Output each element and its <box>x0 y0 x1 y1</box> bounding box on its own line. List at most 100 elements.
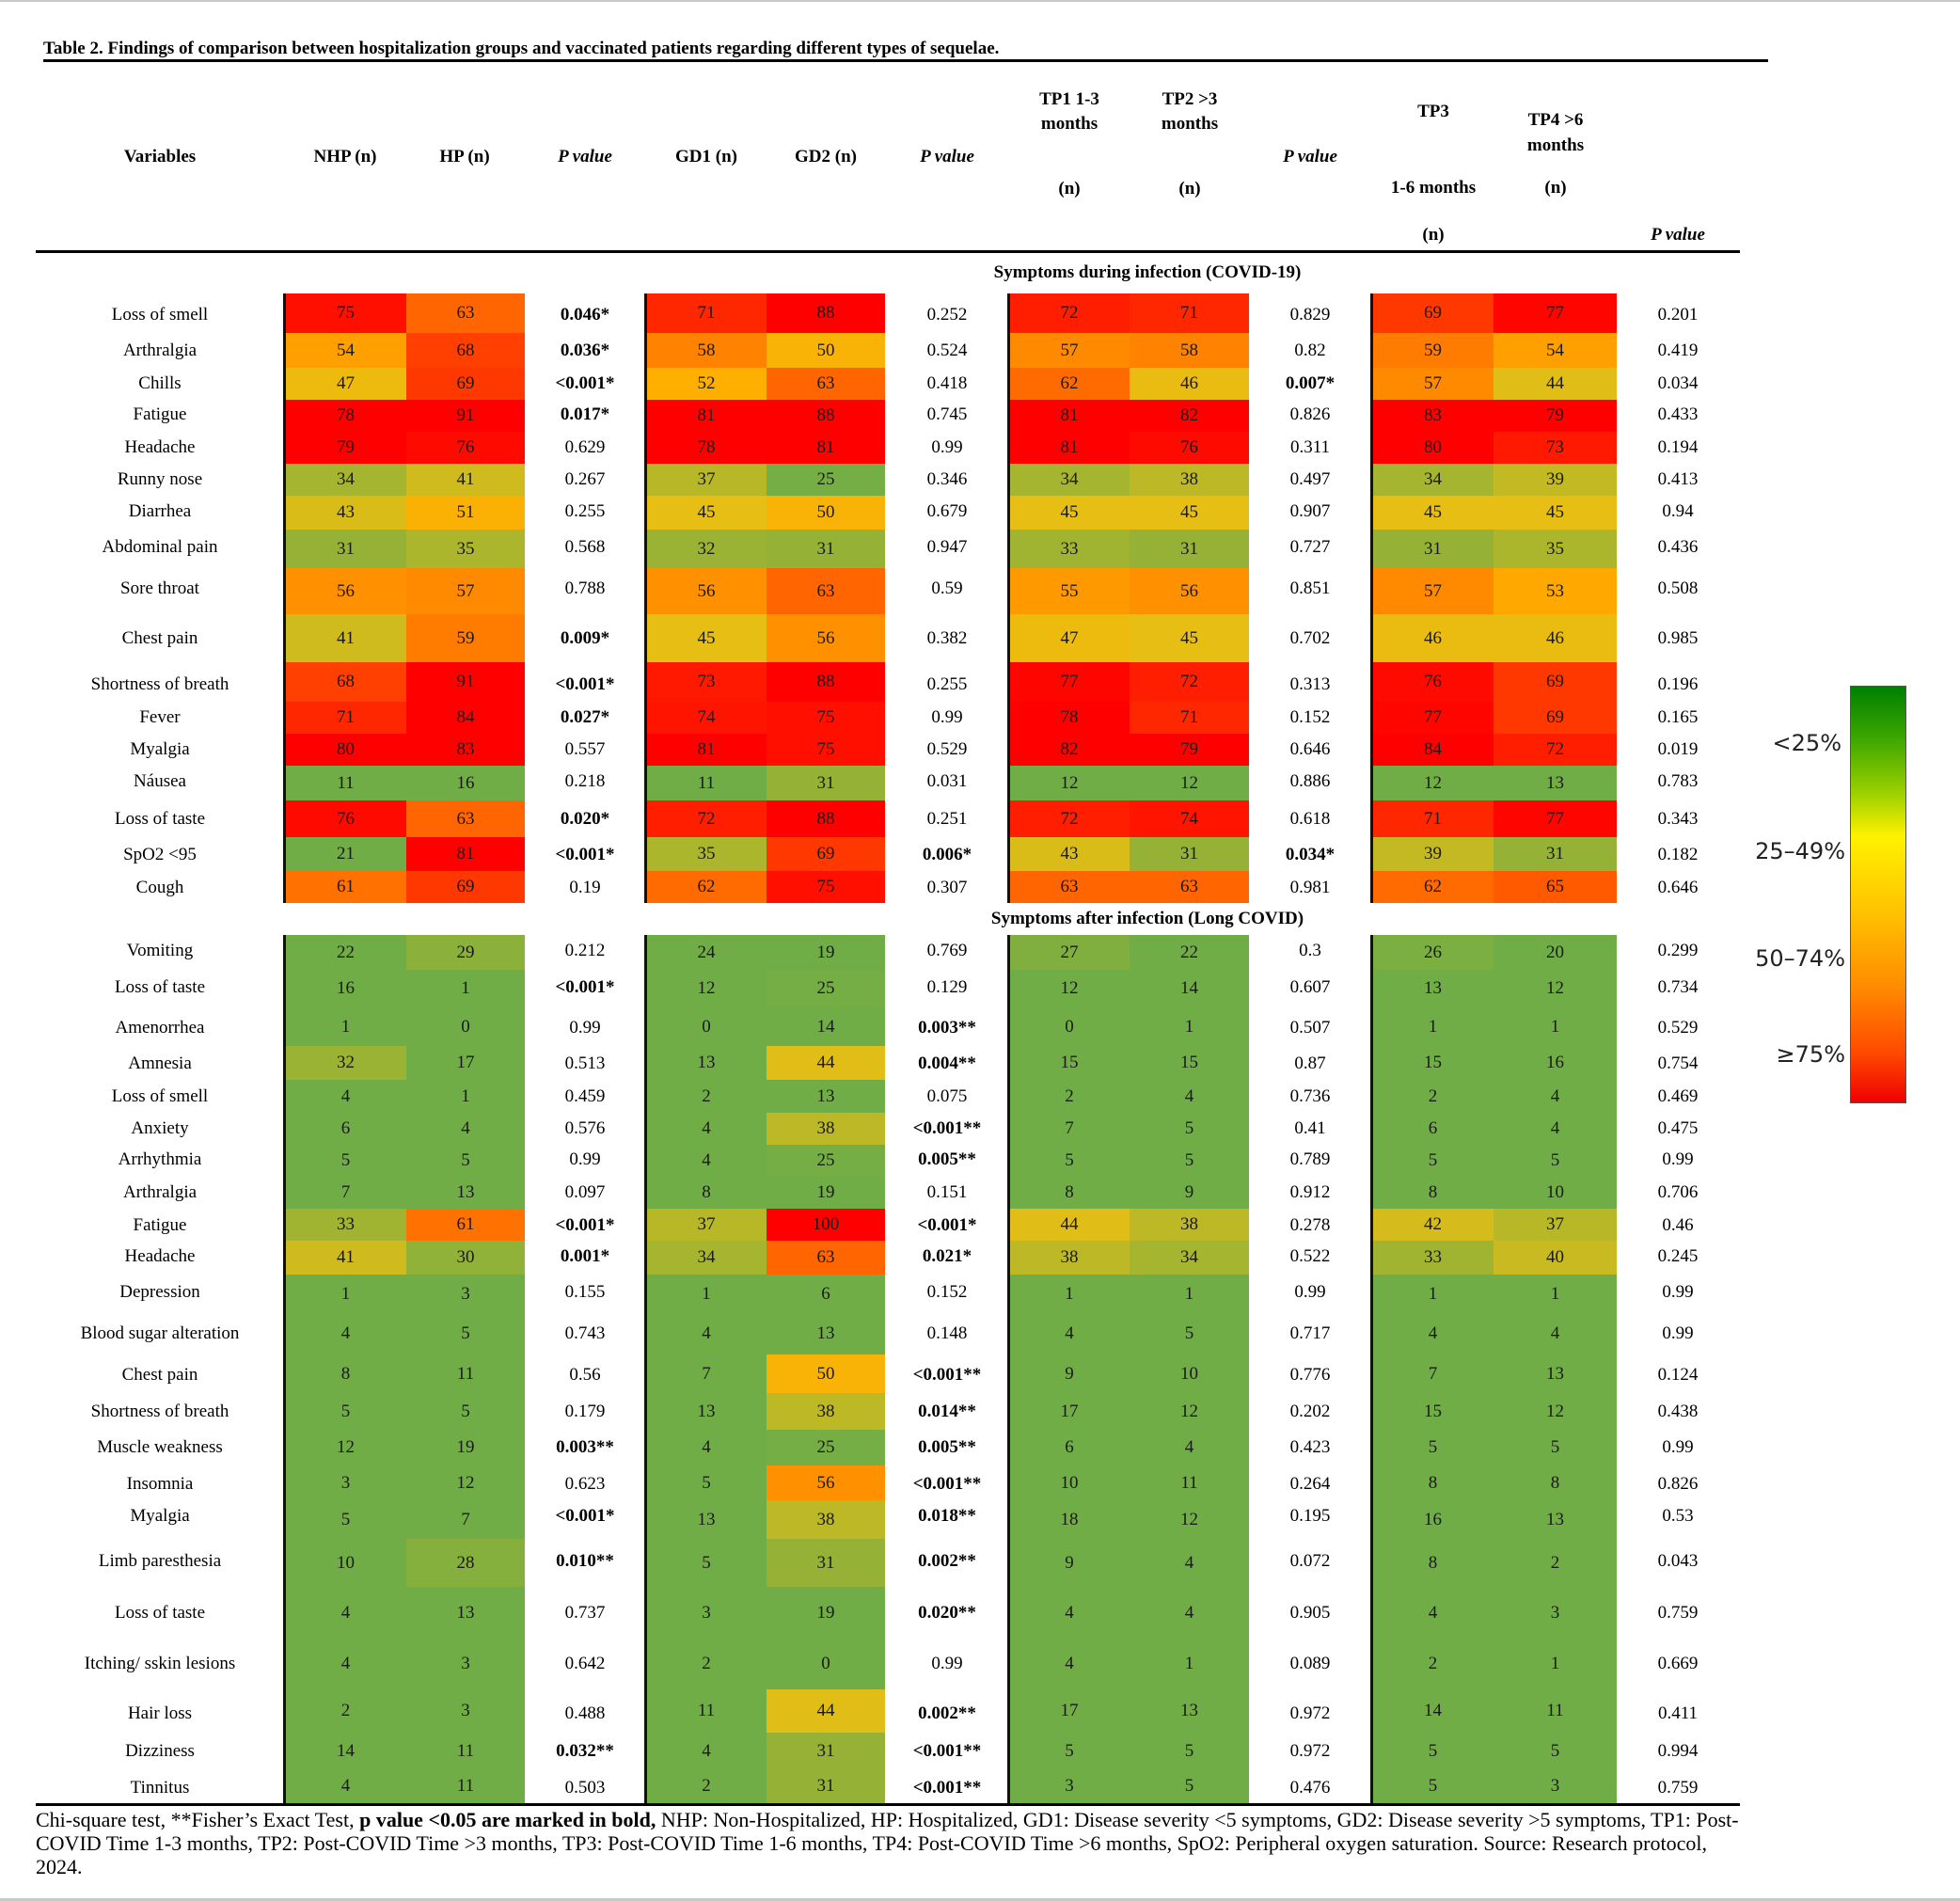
cell-hp: 5 <box>406 1313 525 1354</box>
cell-value: 34 <box>337 469 355 489</box>
cell-value: 44 <box>816 1701 835 1720</box>
cell-value: 63 <box>456 303 475 323</box>
cell-nhp: 5 <box>285 1393 406 1430</box>
cell-value: 0 <box>821 1654 830 1673</box>
header-tp3-line3: (n) <box>1422 225 1445 245</box>
cell-value: 22 <box>337 942 355 962</box>
cell-value: 79 <box>1180 739 1198 759</box>
cell-hp: 63 <box>406 800 525 837</box>
row-variable: Itching/ sskin lesions <box>84 1654 236 1673</box>
cell-p3-value: 0.972 <box>1289 1741 1331 1761</box>
cell-p4-value: 0.759 <box>1657 1778 1699 1798</box>
cell-value: 2 <box>702 1654 711 1673</box>
cell-tp3: 13 <box>1372 970 1494 1007</box>
cell-value: 5 <box>1550 1150 1560 1170</box>
cell-nhp: 31 <box>285 530 406 568</box>
cell-p1-value: 0.743 <box>564 1323 606 1343</box>
cell-tp1: 6 <box>1009 1430 1130 1465</box>
cell-p1-value: 0.19 <box>569 878 601 897</box>
cell-tp4: 20 <box>1494 935 1617 970</box>
cell-nhp: 54 <box>285 333 406 368</box>
row-variable: Tinnitus <box>130 1778 190 1798</box>
cell-tp4: 45 <box>1494 496 1617 530</box>
cell-tp1: 9 <box>1009 1539 1130 1587</box>
cell-value: 14 <box>1424 1701 1442 1720</box>
cell-p1-value: 0.218 <box>564 771 606 791</box>
cell-p2-value: 0.59 <box>931 578 963 598</box>
table-footnote: Chi-square test, **Fisher’s Exact Test, … <box>36 1808 1747 1878</box>
cell-nhp: 41 <box>285 614 406 662</box>
cell-p2-value: 0.075 <box>926 1086 968 1106</box>
cell-tp4: 4 <box>1494 1113 1617 1145</box>
cell-value: 15 <box>1180 1053 1198 1072</box>
cell-value: 81 <box>456 844 475 863</box>
cell-p4-value: 0.299 <box>1657 941 1699 960</box>
cell-value: 38 <box>816 1401 835 1421</box>
cell-value: 15 <box>1060 1053 1079 1072</box>
cell-tp2: 58 <box>1130 333 1249 368</box>
cell-p1-value: 0.99 <box>569 1018 601 1038</box>
cell-gd1: 3 <box>646 1587 767 1639</box>
cell-tp1: 77 <box>1009 662 1130 702</box>
cell-tp2: 5 <box>1130 1113 1249 1145</box>
cell-tp1: 81 <box>1009 400 1130 432</box>
cell-value: 45 <box>1546 502 1564 522</box>
cell-value: 69 <box>456 373 475 393</box>
cell-nhp: 80 <box>285 734 406 766</box>
cell-value: 5 <box>1428 1150 1438 1170</box>
cell-gd1: 74 <box>646 702 767 734</box>
cell-tp2: 38 <box>1130 1209 1249 1241</box>
cell-p1-value: 0.99 <box>569 1149 601 1169</box>
cell-p2-value: 0.252 <box>926 305 968 325</box>
cell-gd1: 58 <box>646 333 767 368</box>
cell-p2-value: 0.418 <box>926 373 968 393</box>
cell-value: 50 <box>816 340 835 360</box>
cell-tp3: 4 <box>1372 1587 1494 1639</box>
cell-p3-value: 0.87 <box>1294 1053 1326 1073</box>
cell-p2-value: 0.679 <box>926 501 968 521</box>
cell-tp2: 76 <box>1130 432 1249 464</box>
cell-gd1: 4 <box>646 1733 767 1769</box>
cell-value: 31 <box>337 538 355 559</box>
cell-value: 1 <box>1550 1016 1560 1037</box>
cell-value: 63 <box>1060 877 1079 896</box>
cell-value: 8 <box>1550 1472 1560 1493</box>
cell-p2-value: <0.001** <box>912 1118 982 1138</box>
cell-p1-value: 0.629 <box>564 437 606 457</box>
cell-hp: 51 <box>406 496 525 530</box>
cell-tp1: 82 <box>1009 734 1130 766</box>
cell-value: 78 <box>697 437 716 457</box>
cell-p2-value: 0.255 <box>926 674 968 694</box>
cell-gd2: 75 <box>767 871 885 903</box>
cell-value: 13 <box>1424 978 1442 998</box>
cell-value: 8 <box>1428 1552 1438 1573</box>
cell-tp3: 80 <box>1372 432 1494 464</box>
cell-gd2: 19 <box>767 1587 885 1639</box>
cell-value: 32 <box>337 1053 355 1072</box>
cell-value: 50 <box>816 502 835 522</box>
cell-value: 2 <box>702 1085 711 1106</box>
cell-value: 7 <box>702 1363 711 1384</box>
cell-value: 33 <box>337 1214 355 1234</box>
cell-value: 2 <box>340 1701 351 1720</box>
cell-p2-value: 0.152 <box>926 1282 968 1302</box>
row-variable: Loss of taste <box>114 1603 206 1623</box>
cell-tp4: 46 <box>1494 614 1617 662</box>
cell-tp2: 9 <box>1130 1177 1249 1209</box>
cell-value: 52 <box>697 373 716 393</box>
cell-gd2: 31 <box>767 766 885 800</box>
row-variable: Arrhythmia <box>118 1149 202 1169</box>
cell-value: 9 <box>1065 1552 1074 1573</box>
cell-value: 75 <box>816 739 835 759</box>
cell-p1-value: 0.179 <box>564 1402 606 1421</box>
cell-value: 100 <box>812 1214 840 1234</box>
cell-value: 56 <box>697 580 716 601</box>
cell-gd1: 13 <box>646 1393 767 1430</box>
cell-hp: 61 <box>406 1209 525 1241</box>
cell-p4-value: 0.196 <box>1657 674 1699 694</box>
cell-nhp: 10 <box>285 1539 406 1587</box>
cell-hp: 63 <box>406 293 525 333</box>
cell-p3-value: 0.826 <box>1289 404 1331 424</box>
cell-value: 14 <box>1180 978 1198 998</box>
cell-hp: 30 <box>406 1241 525 1275</box>
